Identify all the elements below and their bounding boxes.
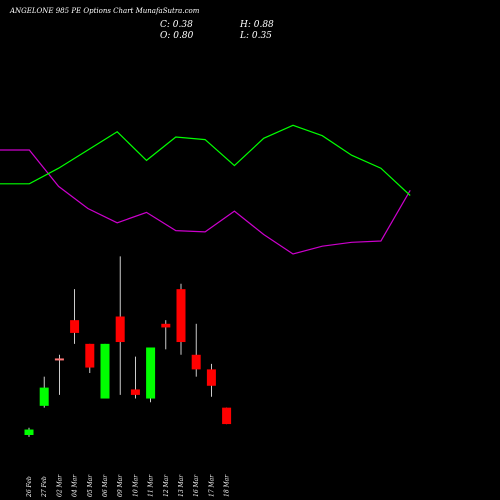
indicator-lines [0, 124, 411, 255]
date-label: 27 Feb [41, 476, 48, 498]
candle [100, 343, 110, 399]
candle-body [206, 369, 216, 386]
candle [191, 323, 201, 377]
candle-body [176, 289, 186, 343]
candle [222, 407, 232, 425]
candle [70, 289, 80, 344]
candle [85, 343, 95, 374]
candle-body [115, 316, 125, 343]
date-label: 05 Mar [87, 474, 94, 497]
date-label: 18 Mar [224, 474, 231, 497]
candle [146, 347, 156, 403]
green-indicator-line [0, 124, 411, 196]
date-label: 09 Mar [117, 474, 124, 497]
candles [24, 256, 232, 437]
candle [130, 356, 140, 399]
date-label: 11 Mar [148, 474, 155, 497]
candle-body [161, 323, 171, 328]
magenta-indicator-line [0, 149, 411, 255]
candle-body [24, 429, 34, 435]
date-label: 17 Mar [208, 474, 215, 497]
date-label: 10 Mar [132, 474, 139, 497]
date-axis: 26 Feb 27 Feb 02 Mar 04 Mar 05 Mar 06 Mar 09 M… [26, 474, 231, 498]
candle-body [100, 343, 110, 399]
close-readout: C: 0.38 [160, 20, 193, 30]
high-readout: H: 0.88 [239, 20, 274, 30]
low-readout: L: 0.35 [239, 31, 272, 41]
date-label: 13 Mar [178, 474, 185, 497]
candle [161, 320, 171, 350]
candle [24, 427, 34, 437]
date-label: 02 Mar [56, 474, 63, 497]
candle-body [222, 407, 232, 425]
date-label: 26 Feb [26, 476, 33, 498]
chart-title: ANGELONE 985 PE Options Chart MunafaSutr… [9, 7, 200, 15]
candle-body [85, 343, 95, 368]
date-label: 16 Mar [193, 474, 200, 497]
date-label: 12 Mar [163, 474, 170, 497]
open-readout: O: 0.80 [160, 31, 194, 41]
candle [206, 363, 216, 397]
candle-body [39, 387, 49, 406]
candle-body [70, 320, 80, 333]
candle [39, 376, 49, 408]
candle [54, 354, 64, 395]
candle-body [54, 358, 64, 361]
candle-body [130, 389, 140, 395]
candle-body [191, 354, 201, 370]
candle [115, 256, 125, 395]
date-label: 06 Mar [102, 474, 109, 497]
candle-body [146, 347, 156, 399]
candle [176, 283, 186, 355]
date-label: 04 Mar [72, 474, 79, 497]
